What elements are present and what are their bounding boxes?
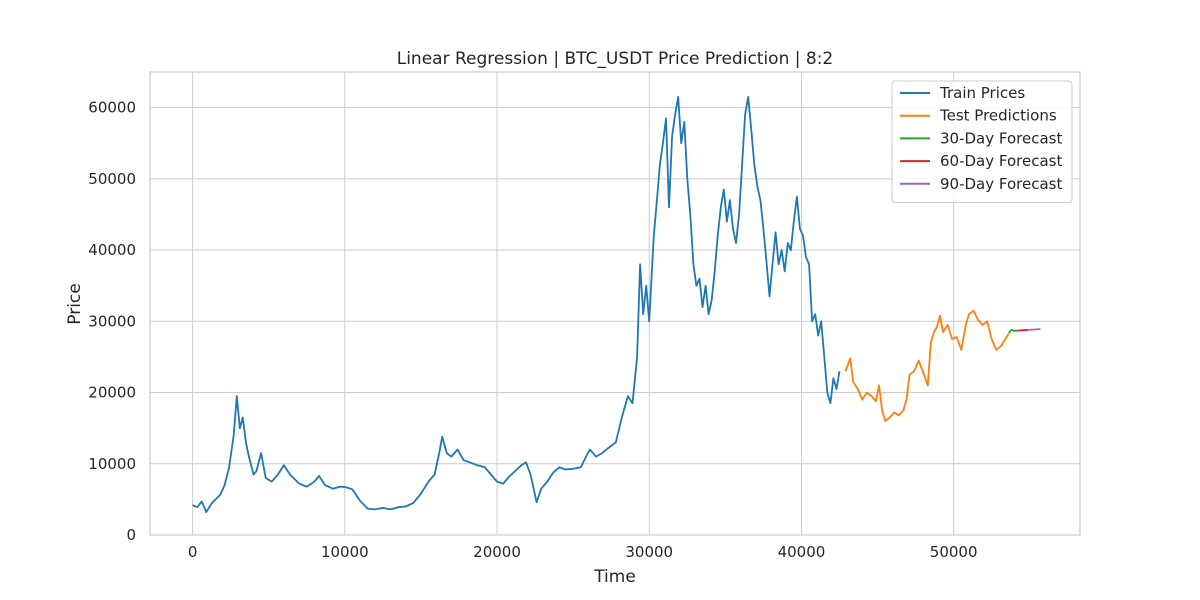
y-tick-label: 10000 <box>88 455 136 473</box>
series-line-train-prices <box>192 96 841 514</box>
x-tick-label: 20000 <box>473 543 521 561</box>
legend-label-60-day-forecast: 60-Day Forecast <box>940 152 1062 170</box>
series-line-test-predictions <box>844 309 1010 422</box>
y-tick-labels: 0 10000 20000 30000 40000 50000 60000 <box>88 99 136 544</box>
y-tick-label: 30000 <box>88 312 136 330</box>
series-line-60-day-forecast <box>1017 329 1029 332</box>
legend-box <box>891 80 1073 203</box>
y-tick-label: 40000 <box>88 241 136 259</box>
x-tick-label: 0 <box>188 543 198 561</box>
series-line-90-day-forecast <box>1028 328 1041 331</box>
legend-label-30-day-forecast: 30-Day Forecast <box>940 129 1062 147</box>
x-tick-label: 50000 <box>930 543 978 561</box>
legend-label-train-prices: Train Prices <box>939 84 1025 102</box>
y-tick-label: 50000 <box>88 170 136 188</box>
x-tick-label: 30000 <box>625 543 673 561</box>
legend-label-90-day-forecast: 90-Day Forecast <box>940 175 1062 193</box>
legend: Train Prices Test Predictions 30-Day Forec… <box>891 80 1073 203</box>
series-line-30-day-forecast <box>1007 328 1018 334</box>
x-tick-label: 10000 <box>321 543 369 561</box>
series-lines <box>192 96 1041 514</box>
x-tick-label: 40000 <box>778 543 826 561</box>
y-tick-label: 20000 <box>88 384 136 402</box>
y-tick-label: 60000 <box>88 99 136 117</box>
y-tick-label: 0 <box>126 526 136 544</box>
y-axis-title: Price <box>65 283 85 324</box>
x-tick-labels: 0 10000 20000 30000 40000 50000 <box>188 543 978 561</box>
plot-frame <box>149 71 1081 536</box>
x-axis-title: Time <box>593 567 636 587</box>
chart-title: Linear Regression | BTC_USDT Price Predi… <box>397 49 834 69</box>
legend-label-test-predictions: Test Predictions <box>939 107 1057 125</box>
